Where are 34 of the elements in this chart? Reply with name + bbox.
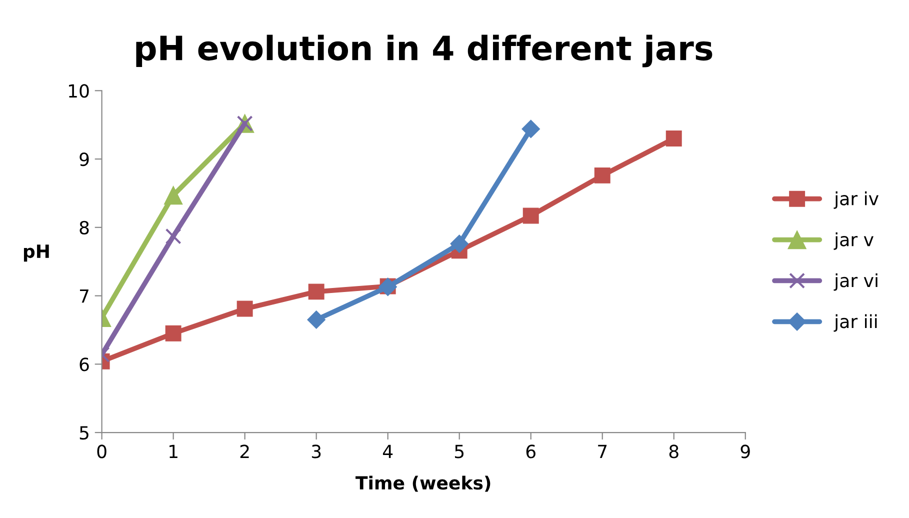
x-tick-label: 4 <box>382 444 393 458</box>
y-tick-label: 8 <box>80 220 89 235</box>
point <box>522 208 539 224</box>
point <box>307 310 326 329</box>
chart-title: pH evolution in 4 different jars <box>136 34 712 68</box>
x-tick-label: 6 <box>526 444 536 458</box>
point <box>236 300 253 317</box>
point <box>450 234 469 253</box>
x-axis-title: Time (weeks) <box>356 476 490 492</box>
y-axis-title: pH <box>24 244 49 262</box>
x-tick-label: 3 <box>312 444 321 458</box>
point <box>165 325 182 342</box>
legend-label: jar v <box>834 232 874 250</box>
x-tick-label: 0 <box>97 444 106 458</box>
x-tick-label: 8 <box>669 444 678 458</box>
y-tick-label: 6 <box>80 358 89 372</box>
point <box>308 284 324 300</box>
legend-label: jar iii <box>834 314 877 332</box>
point <box>164 186 183 205</box>
point <box>165 228 182 244</box>
point <box>594 167 610 184</box>
y-tick-label: 7 <box>80 289 88 303</box>
legend-label: jar vi <box>834 273 878 291</box>
x-tick-label: 7 <box>598 444 607 458</box>
y-tick-label: 10 <box>69 84 89 98</box>
x-tick-label: 9 <box>740 444 750 458</box>
y-tick-label: 9 <box>80 152 89 166</box>
legend-label: jar iv <box>834 191 878 209</box>
point <box>666 130 682 146</box>
y-tick-label: 5 <box>80 426 88 440</box>
x-tick-label: 1 <box>170 444 178 458</box>
point <box>522 120 540 138</box>
x-tick-label: 2 <box>240 444 249 458</box>
x-tick-label: 5 <box>455 444 464 458</box>
